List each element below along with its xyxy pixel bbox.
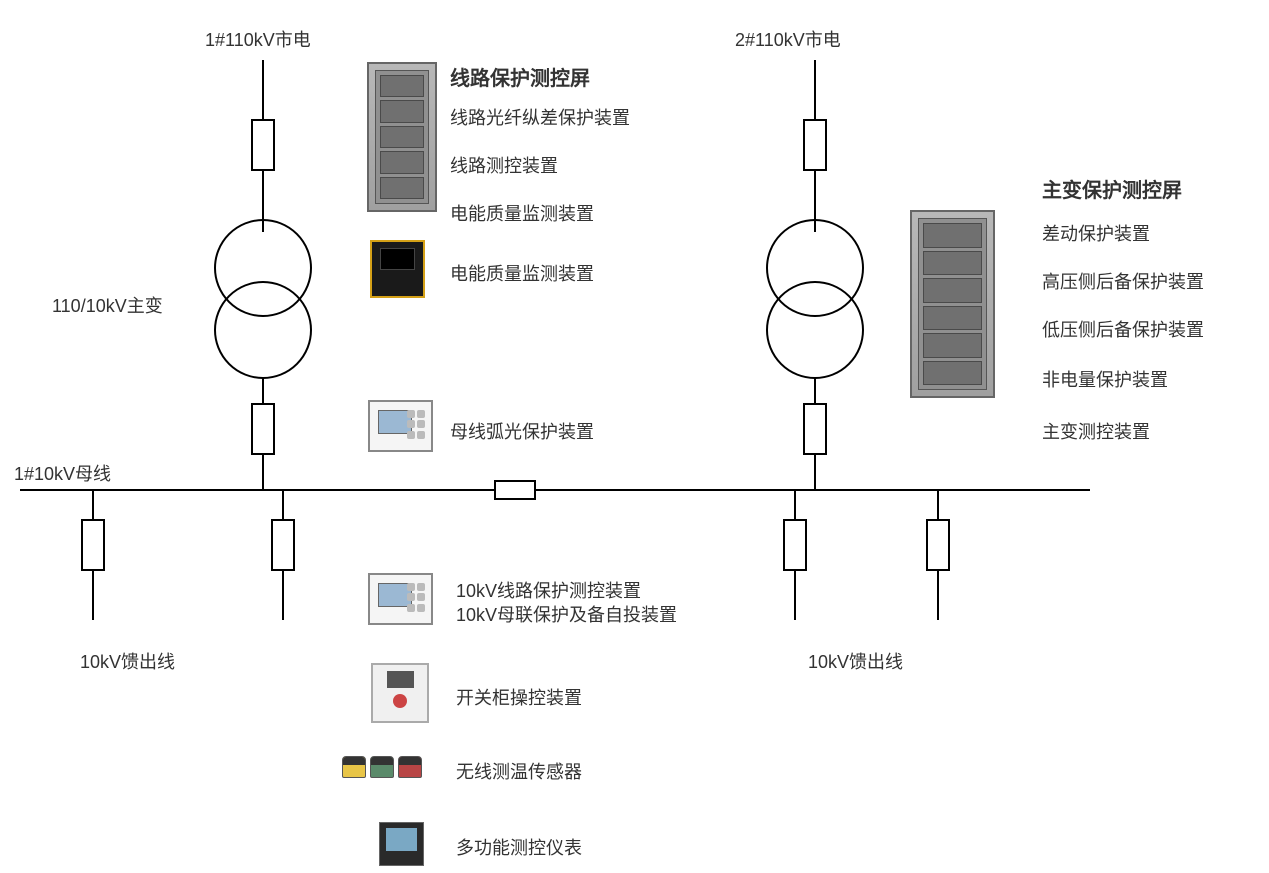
- right-panel-item-4: 主变测控装置: [1042, 418, 1150, 444]
- left-panel-item-1: 线路测控装置: [450, 152, 558, 178]
- left-panel-item-4: 母线弧光保护装置: [450, 418, 594, 444]
- bottom-item-2: 开关柜操控装置: [456, 684, 582, 710]
- right-transformer-bottom-circle: [767, 282, 863, 378]
- left-top-breaker: [252, 120, 274, 170]
- left-panel-item-0: 线路光纤纵差保护装置: [450, 104, 630, 130]
- label-transformer: 110/10kV主变: [52, 292, 163, 318]
- feeder-ro-breaker: [927, 520, 949, 570]
- bus-tie-breaker: [495, 481, 535, 499]
- label-top-left: 1#110kV市电: [205, 26, 311, 52]
- arc-protection-device-icon: [368, 400, 433, 452]
- right-panel-title: 主变保护测控屏: [1042, 174, 1182, 203]
- switchgear-controller-icon: [371, 663, 429, 723]
- feeder-lo-breaker: [82, 520, 104, 570]
- pqm-device-icon: [370, 240, 425, 298]
- left-panel-item-2: 电能质量监测装置: [450, 200, 594, 226]
- label-feeder-right: 10kV馈出线: [808, 648, 903, 674]
- left-lower-breaker: [252, 404, 274, 454]
- right-panel-item-2: 低压侧后备保护装置: [1042, 316, 1204, 342]
- right-lower-breaker: [804, 404, 826, 454]
- cabinet-left-icon: [367, 62, 437, 212]
- right-transformer-top-circle: [767, 220, 863, 316]
- right-panel-item-0: 差动保护装置: [1042, 220, 1150, 246]
- cabinet-right-icon: [910, 210, 995, 398]
- label-busbar: 1#10kV母线: [14, 460, 111, 486]
- bottom-item-4: 多功能测控仪表: [456, 834, 582, 860]
- label-feeder-left: 10kV馈出线: [80, 648, 175, 674]
- right-panel-item-1: 高压侧后备保护装置: [1042, 268, 1204, 294]
- left-panel-title: 线路保护测控屏: [450, 62, 590, 91]
- 10kv-protection-device-icon: [368, 573, 433, 625]
- right-top-breaker: [804, 120, 826, 170]
- multifunction-meter-icon: [379, 822, 424, 866]
- bottom-item-3: 无线测温传感器: [456, 758, 582, 784]
- right-panel-item-3: 非电量保护装置: [1042, 366, 1168, 392]
- left-transformer-top-circle: [215, 220, 311, 316]
- wireless-temp-sensors-icon: [342, 756, 422, 778]
- bottom-item-1: 10kV母联保护及备自投装置: [456, 601, 677, 627]
- label-top-right: 2#110kV市电: [735, 26, 841, 52]
- left-panel-item-3: 电能质量监测装置: [450, 260, 594, 286]
- bottom-item-0: 10kV线路保护测控装置: [456, 577, 641, 603]
- feeder-li-breaker: [272, 520, 294, 570]
- left-transformer-bottom-circle: [215, 282, 311, 378]
- feeder-ri-breaker: [784, 520, 806, 570]
